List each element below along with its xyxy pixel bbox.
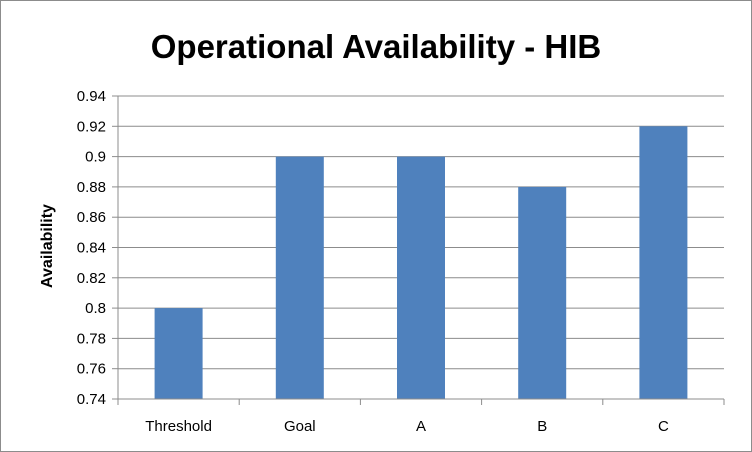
x-tick-label: Threshold — [145, 418, 212, 435]
x-tick-label: Goal — [284, 418, 316, 435]
y-tick-label: 0.76 — [77, 361, 106, 378]
y-tick-label: 0.8 — [85, 300, 106, 317]
bar-c — [639, 126, 688, 400]
x-tick-label: B — [537, 418, 547, 435]
bars — [154, 126, 688, 400]
y-tick-label: 0.86 — [77, 209, 106, 226]
y-tick-label: 0.82 — [77, 270, 106, 287]
y-tick-label: 0.92 — [77, 118, 106, 135]
bar-threshold — [154, 308, 203, 399]
bar-a — [397, 156, 445, 399]
x-tick-label: C — [658, 418, 669, 435]
y-tick-label: 0.78 — [77, 330, 106, 347]
y-tick-label: 0.84 — [77, 240, 106, 257]
x-tick-label: A — [416, 418, 426, 435]
y-tick-labels: 0.74 0.76 0.78 0.8 0.82 0.84 0.86 0.88 0.9 0.92 0.… — [77, 88, 106, 408]
x-tick-labels: Threshold Goal A B C — [145, 418, 669, 435]
bar-b — [518, 186, 567, 399]
axes — [117, 96, 725, 405]
y-tick-label: 0.88 — [77, 179, 106, 196]
y-tick-label: 0.9 — [85, 149, 106, 166]
bar-goal — [275, 156, 324, 399]
y-tick-label: 0.94 — [77, 88, 106, 105]
chart-title: Operational Availability - HIB — [151, 28, 601, 65]
y-axis-label: Availability — [39, 204, 56, 288]
y-tick-label: 0.74 — [77, 391, 106, 408]
